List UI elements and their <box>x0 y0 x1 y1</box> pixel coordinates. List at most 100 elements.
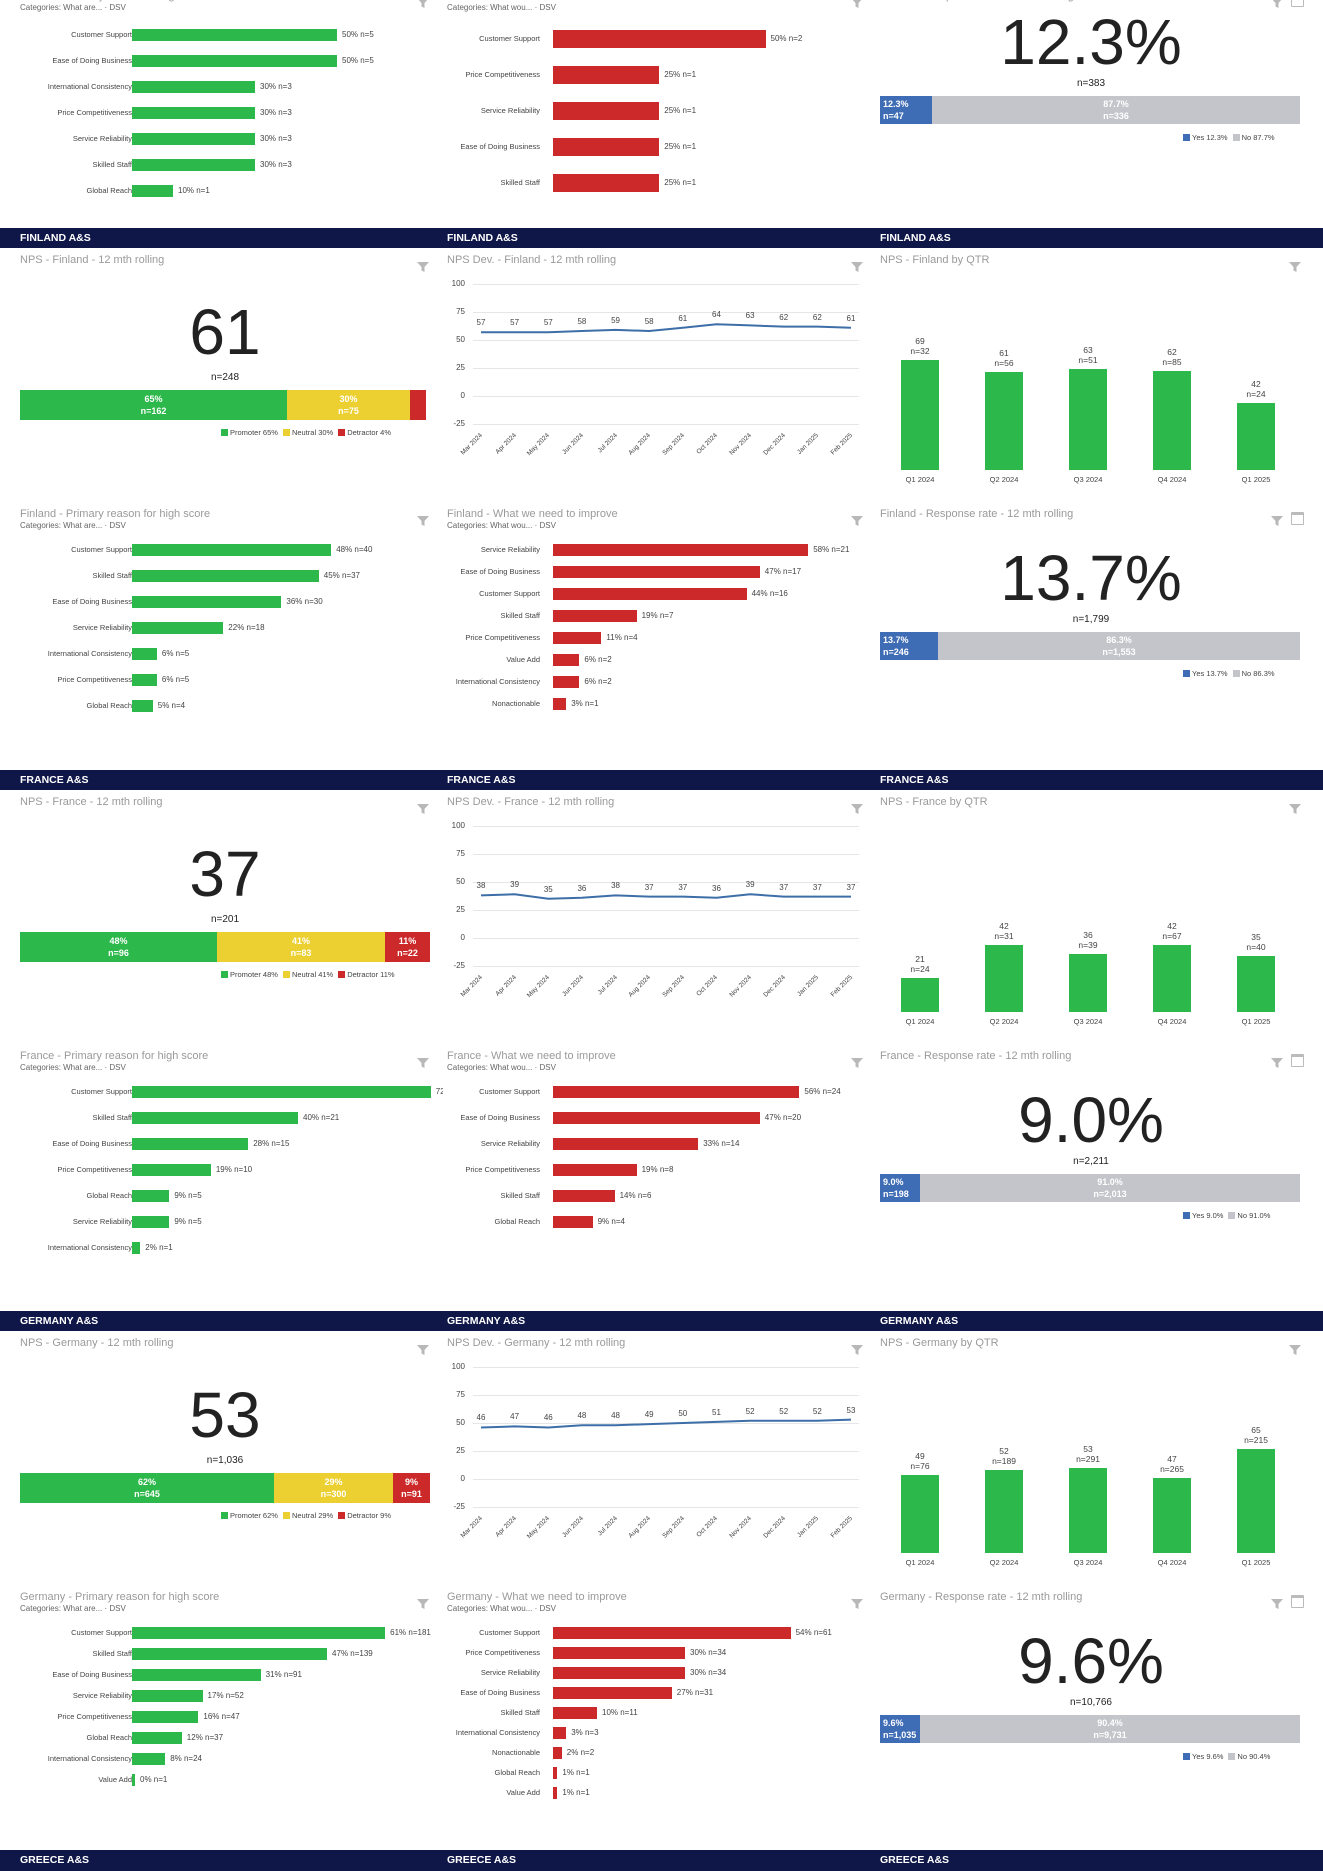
bar <box>553 102 660 120</box>
calendar-icon[interactable] <box>1291 512 1304 525</box>
panel-title: Estonia - Primary reason for high score <box>20 0 211 2</box>
bar-value-label: 54% n=61 <box>795 1628 832 1637</box>
bar-value-label: 44% n=16 <box>751 589 788 598</box>
legend-swatch <box>338 971 346 978</box>
filter-icon[interactable] <box>850 1597 864 1609</box>
line-point-label: 62 <box>779 312 789 322</box>
bar <box>132 1216 170 1228</box>
y-tick-label: -25 <box>453 961 465 970</box>
calendar-icon[interactable] <box>1291 0 1304 7</box>
filter-icon[interactable] <box>416 802 430 814</box>
bar-category-label: International Consistency <box>47 82 132 91</box>
y-tick-label: 75 <box>456 849 465 858</box>
filter-icon[interactable] <box>850 0 864 8</box>
legend-swatch <box>1183 670 1190 677</box>
no-n: n=336 <box>1103 111 1129 121</box>
qtr-n: n=39 <box>1078 940 1098 951</box>
qtr-bar <box>985 944 1023 1012</box>
filter-icon[interactable] <box>416 1597 430 1609</box>
filter-icon[interactable] <box>1288 802 1302 814</box>
y-tick-label: 50 <box>456 877 465 886</box>
filter-icon[interactable] <box>1270 514 1284 526</box>
gridline <box>473 1507 859 1508</box>
filter-icon[interactable] <box>850 260 864 272</box>
bar-value-label: 40% n=21 <box>303 1113 340 1122</box>
nps-dev-panel: NPS Dev. - France - 12 mth rolling 100 75 5… <box>443 794 868 1044</box>
qtr-bar <box>1237 402 1275 470</box>
bar <box>553 66 660 84</box>
filter-icon[interactable] <box>416 1056 430 1068</box>
region-band-label: GERMANY A&S <box>20 1315 99 1327</box>
filter-icon[interactable] <box>850 1056 864 1068</box>
line-point-label: 36 <box>712 883 721 893</box>
legend-label: No 90.4% <box>1237 1752 1271 1761</box>
calendar-icon[interactable] <box>1291 1054 1304 1067</box>
bar-value-label: 47% n=17 <box>764 567 802 576</box>
line-point-label: 53 <box>846 1405 856 1415</box>
legend-label: No 91.0% <box>1237 1211 1271 1220</box>
bar <box>132 1711 199 1723</box>
neutral-segment-n: n=75 <box>338 406 359 416</box>
nps-legend: Promoter 62% Neutral 29% Detractor 9% <box>216 1511 391 1520</box>
legend-label: Promoter 48% <box>230 970 278 979</box>
bar-value-label: 11% n=4 <box>606 633 638 642</box>
filter-icon[interactable] <box>416 1343 430 1355</box>
no-pct: 87.7% <box>1103 99 1129 109</box>
y-tick-label: 50 <box>456 335 465 344</box>
filter-icon[interactable] <box>1270 0 1284 8</box>
filter-icon[interactable] <box>416 0 430 8</box>
neutral-segment-pct: 29% <box>324 1477 343 1487</box>
bar <box>132 185 173 197</box>
calendar-icon[interactable] <box>1291 1595 1304 1608</box>
gridline <box>473 966 859 967</box>
promoter-segment-pct: 65% <box>144 394 163 404</box>
line-point-label: 37 <box>812 882 822 892</box>
bar-value-label: 30% n=3 <box>260 108 292 117</box>
improve-panel: Finland - What we need to improve Categor… <box>443 506 868 751</box>
panel-title: NPS - France - 12 mth rolling <box>20 796 163 808</box>
bar <box>132 107 255 119</box>
bar-category-label: Customer Support <box>71 1087 132 1096</box>
qtr-n: n=24 <box>910 964 930 975</box>
filter-icon[interactable] <box>416 260 430 272</box>
bar <box>553 1086 800 1098</box>
bar <box>553 1727 567 1739</box>
bar-value-label: 27% n=31 <box>676 1688 714 1697</box>
bar <box>132 700 153 712</box>
filter-icon[interactable] <box>1270 1597 1284 1609</box>
line-point-label: 48 <box>577 1411 587 1421</box>
bar-value-label: 12% n=37 <box>186 1733 224 1742</box>
qtr-bar <box>985 1469 1023 1553</box>
bar <box>553 588 747 600</box>
qtr-n: n=67 <box>1162 930 1182 941</box>
bar-category-label: Price Competitiveness <box>57 1712 132 1721</box>
region-band: FRANCE A&S FRANCE A&S FRANCE A&S <box>0 770 1323 790</box>
nps-qtr-panel: NPS - France by QTR 21 n=24 Q1 2024 42 n=31 Q2… <box>876 794 1306 1044</box>
bar-category-label: Skilled Staff <box>92 160 132 169</box>
bar-value-label: 56% n=24 <box>804 1087 841 1096</box>
bar <box>553 1216 593 1228</box>
neutral-segment-n: n=83 <box>290 948 312 958</box>
bar-category-label: Price Competitiveness <box>465 633 540 642</box>
bar <box>553 1164 637 1176</box>
filter-icon[interactable] <box>1288 260 1302 272</box>
filter-icon[interactable] <box>850 802 864 814</box>
bar-category-label: Service Reliability <box>72 623 132 632</box>
bar-category-label: Value Add <box>506 1788 540 1797</box>
y-tick-label: 25 <box>456 905 465 914</box>
panel-title: Germany - Response rate - 12 mth rolling <box>880 1591 1083 1603</box>
bar <box>132 1627 386 1639</box>
qtr-bar <box>1153 944 1191 1012</box>
filter-icon[interactable] <box>1288 1343 1302 1355</box>
y-tick-label: 100 <box>451 279 465 288</box>
legend-swatch <box>1183 1753 1190 1760</box>
no-pct: 91.0% <box>1097 1177 1123 1187</box>
panel-title: NPS - Germany by QTR <box>880 1337 999 1349</box>
bar <box>553 632 602 644</box>
filter-icon[interactable] <box>1270 1056 1284 1068</box>
filter-icon[interactable] <box>416 514 430 526</box>
filter-icon[interactable] <box>850 514 864 526</box>
bar-category-label: Service Reliability <box>480 1139 540 1148</box>
filter-icon[interactable] <box>850 1343 864 1355</box>
legend-label: Detractor 11% <box>347 970 395 979</box>
